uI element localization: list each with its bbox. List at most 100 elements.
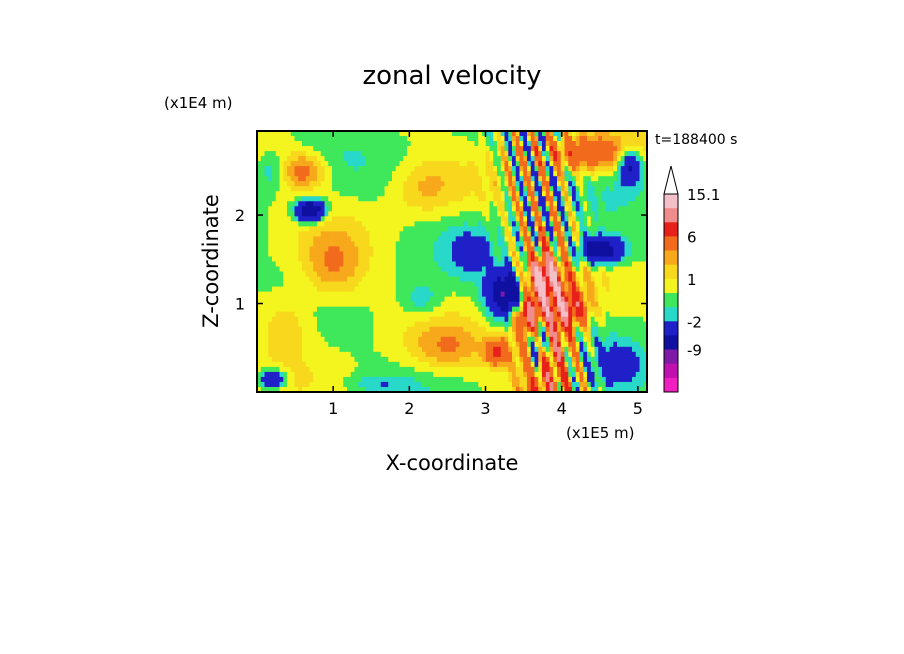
heatmap-cell — [572, 291, 577, 298]
heatmap-cell — [560, 201, 565, 207]
heatmap-cell — [545, 286, 550, 293]
heatmap-cell — [493, 356, 498, 363]
heatmap-cell — [538, 236, 543, 242]
heatmap-cell — [635, 191, 640, 197]
heatmap-cell — [365, 281, 370, 287]
heatmap-cell — [515, 291, 520, 298]
heatmap-cell — [418, 166, 423, 172]
heatmap-cell — [380, 311, 385, 318]
heatmap-cell — [504, 261, 509, 267]
heatmap-cell — [545, 206, 550, 212]
heatmap-cell — [474, 141, 479, 147]
heatmap-cell — [538, 331, 543, 338]
heatmap-cell — [395, 171, 400, 177]
heatmap-cell — [399, 366, 404, 373]
heatmap-cell — [298, 181, 303, 187]
heatmap-cell — [497, 131, 502, 137]
heatmap-cell — [377, 251, 382, 257]
heatmap-cell — [628, 221, 633, 227]
heatmap-cell — [388, 171, 393, 177]
heatmap-cell — [324, 246, 329, 252]
heatmap-cell — [365, 321, 370, 328]
heatmap-cell — [272, 136, 277, 142]
heatmap-cell — [455, 146, 460, 152]
heatmap-cell — [572, 306, 577, 313]
heatmap-cell — [639, 291, 644, 298]
heatmap-cell — [508, 216, 513, 222]
heatmap-cell — [332, 206, 337, 212]
heatmap-cell — [579, 331, 584, 338]
heatmap-cell — [605, 186, 610, 192]
heatmap-cell — [617, 316, 622, 323]
heatmap-cell — [628, 231, 633, 237]
heatmap-cell — [624, 336, 629, 343]
heatmap-cell — [290, 216, 295, 222]
heatmap-cell — [305, 311, 310, 318]
heatmap-cell — [470, 226, 475, 232]
heatmap-cell — [418, 246, 423, 252]
heatmap-cell — [489, 356, 494, 363]
heatmap-cell — [583, 231, 588, 237]
heatmap-cell — [635, 321, 640, 328]
heatmap-cell — [444, 351, 449, 358]
heatmap-cell — [335, 246, 340, 252]
heatmap-cell — [395, 311, 400, 318]
heatmap-cell — [515, 231, 520, 237]
heatmap-cell — [275, 281, 280, 287]
heatmap-cell — [414, 336, 419, 343]
heatmap-cell — [395, 211, 400, 217]
heatmap-cell — [437, 201, 442, 207]
heatmap-cell — [414, 321, 419, 328]
heatmap-cell — [590, 281, 595, 287]
heatmap-cell — [572, 246, 577, 252]
heatmap-cell — [572, 336, 577, 343]
heatmap-cell — [399, 221, 404, 227]
heatmap-cell — [287, 291, 292, 298]
heatmap-cell — [523, 341, 528, 348]
heatmap-cell — [500, 351, 505, 358]
heatmap-cell — [373, 156, 378, 162]
heatmap-cell — [470, 361, 475, 368]
heatmap-cell — [628, 346, 633, 353]
heatmap-cell — [542, 291, 547, 298]
heatmap-cell — [583, 341, 588, 348]
heatmap-cell — [493, 361, 498, 368]
heatmap-cell — [335, 226, 340, 232]
heatmap-cell — [448, 276, 453, 282]
heatmap-cell — [380, 156, 385, 162]
heatmap-cell — [437, 351, 442, 358]
heatmap-cell — [395, 186, 400, 192]
heatmap-cell — [553, 181, 558, 187]
heatmap-cell — [429, 221, 434, 227]
heatmap-cell — [369, 341, 374, 348]
heatmap-cell — [362, 241, 367, 247]
heatmap-cell — [474, 161, 479, 167]
heatmap-cell — [298, 316, 303, 323]
heatmap-cell — [335, 171, 340, 177]
heatmap-cell — [523, 136, 528, 142]
heatmap-cell — [474, 186, 479, 192]
heatmap-cell — [508, 146, 513, 152]
heatmap-cell — [257, 186, 262, 192]
heatmap-cell — [392, 226, 397, 232]
heatmap-cell — [418, 341, 423, 348]
heatmap-cell — [335, 321, 340, 328]
heatmap-cell — [294, 131, 299, 137]
heatmap-cell — [362, 181, 367, 187]
heatmap-cell — [377, 351, 382, 358]
heatmap-cell — [463, 136, 468, 142]
heatmap-cell — [590, 236, 595, 242]
heatmap-cell — [628, 211, 633, 217]
heatmap-cell — [587, 171, 592, 177]
heatmap-cell — [260, 226, 265, 232]
heatmap-cell — [309, 276, 314, 282]
heatmap-cell — [354, 236, 359, 242]
heatmap-cell — [354, 246, 359, 252]
heatmap-cell — [568, 306, 573, 313]
heatmap-cell — [560, 246, 565, 252]
heatmap-cell — [350, 361, 355, 368]
heatmap-cell — [553, 276, 558, 282]
heatmap-cell — [298, 141, 303, 147]
heatmap-cell — [313, 306, 318, 313]
heatmap-cell — [410, 336, 415, 343]
